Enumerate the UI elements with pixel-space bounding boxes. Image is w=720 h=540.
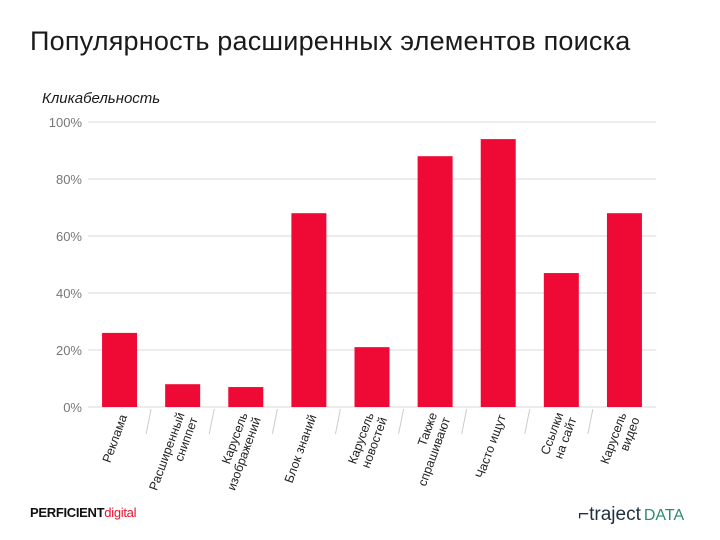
category-divider xyxy=(271,408,278,435)
x-tick-label: Такжеспрашивают xyxy=(402,410,453,488)
perficient-digital-logo: PERFICIENTdigital xyxy=(30,505,137,520)
y-axis-label: Кликабельность xyxy=(42,90,161,107)
category-divider xyxy=(334,408,341,435)
x-tick-label: Реклама xyxy=(100,413,130,465)
x-tick-label: Карусельновостей xyxy=(345,411,390,471)
category-divider xyxy=(524,408,531,435)
bar xyxy=(606,213,642,407)
x-tick-label: Ссылкина сайт xyxy=(538,410,579,461)
category-divider xyxy=(145,408,152,435)
page-title: Популярность расширенных элементов поиск… xyxy=(30,26,631,56)
y-tick-label: 100% xyxy=(49,115,83,130)
x-tick-label: Карусельизображений xyxy=(211,411,264,493)
y-tick-label: 40% xyxy=(56,286,82,301)
bar xyxy=(354,347,390,407)
category-divider xyxy=(208,408,215,435)
y-tick-label: 60% xyxy=(56,229,82,244)
category-divider xyxy=(461,408,468,435)
y-tick-label: 80% xyxy=(56,172,82,187)
bar xyxy=(480,139,516,407)
bar xyxy=(543,273,579,407)
y-tick-label: 0% xyxy=(63,400,82,415)
traject-data-logo: ⌐traject DATA xyxy=(578,504,685,525)
category-divider xyxy=(398,408,405,435)
category-divider xyxy=(587,408,594,435)
bar xyxy=(417,156,453,407)
x-tick-label: Блок знаний xyxy=(282,413,320,485)
bar xyxy=(291,213,327,407)
x-tick-label: Часто ищут xyxy=(473,412,509,480)
x-tick-label: Карусельвидео xyxy=(598,411,643,471)
bar xyxy=(165,384,201,407)
bar xyxy=(102,332,138,407)
x-tick-label: Расширенныйсниппет xyxy=(146,410,200,497)
bar xyxy=(228,387,264,407)
y-tick-label: 20% xyxy=(56,343,82,358)
